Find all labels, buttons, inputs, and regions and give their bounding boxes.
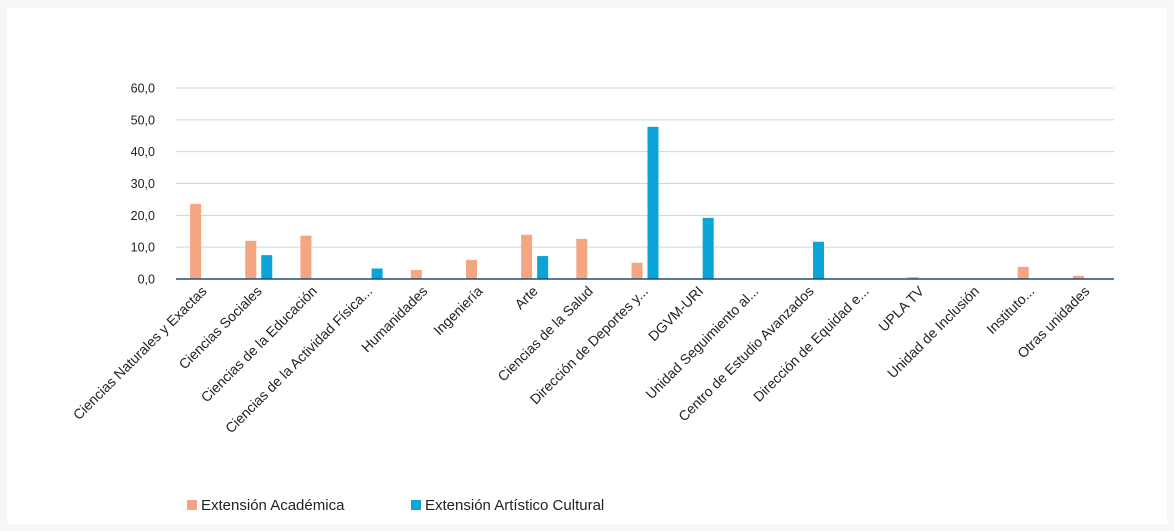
x-tick-label: Unidad de Inclusión bbox=[884, 283, 982, 381]
bar-extension-academica bbox=[1072, 275, 1084, 279]
legend-swatch bbox=[187, 500, 197, 510]
bar-extension-academica bbox=[190, 203, 202, 279]
x-tick-label: Instituto... bbox=[983, 283, 1037, 337]
bar-extension-academica bbox=[1017, 266, 1029, 279]
y-tick-label: 50,0 bbox=[131, 113, 155, 127]
y-tick-label: 20,0 bbox=[131, 209, 155, 223]
y-tick-label: 60,0 bbox=[131, 82, 155, 96]
legend-label: Extensión Artístico Cultural bbox=[425, 497, 604, 514]
bar-extension-academica bbox=[245, 240, 257, 279]
bar-extension-artistico-cultural bbox=[537, 256, 549, 279]
bar-extension-artistico-cultural bbox=[261, 255, 273, 279]
x-tick-label: Ciencias de la Salud bbox=[494, 283, 596, 385]
x-tick-label: Arte bbox=[511, 283, 541, 313]
gridlines bbox=[176, 87, 1114, 248]
bar-extension-artistico-cultural bbox=[813, 241, 825, 279]
bar-extension-academica bbox=[631, 262, 643, 279]
bar-extension-academica bbox=[300, 235, 312, 279]
x-tick-label: Dirección de Deportes y... bbox=[527, 283, 651, 407]
legend-swatch bbox=[411, 500, 421, 510]
y-axis-ticks: 0,0 10,0 20,0 30,0 40,0 50,0 60,0 bbox=[131, 82, 155, 287]
x-tick-label: Dirección de Equidad e... bbox=[750, 283, 872, 405]
y-tick-label: 0,0 bbox=[138, 273, 155, 287]
x-tick-label: Ingeniería bbox=[430, 283, 485, 338]
bar-extension-artistico-cultural bbox=[647, 126, 659, 279]
x-tick-label: Unidad Seguimiento al... bbox=[642, 283, 761, 402]
bar-extension-artistico-cultural bbox=[371, 268, 383, 279]
bar-extension-academica bbox=[907, 277, 919, 279]
y-tick-label: 40,0 bbox=[131, 145, 155, 159]
y-tick-label: 30,0 bbox=[131, 177, 155, 191]
y-tick-label: 10,0 bbox=[131, 241, 155, 255]
bar-extension-artistico-cultural bbox=[702, 217, 714, 279]
bar-extension-academica bbox=[521, 234, 533, 279]
bar-extension-academica bbox=[410, 270, 422, 279]
legend: Extensión Académica Extensión Artístico C… bbox=[187, 497, 604, 514]
legend-label: Extensión Académica bbox=[201, 497, 345, 514]
x-tick-label: UPLA TV bbox=[875, 282, 927, 334]
bar-extension-academica bbox=[465, 259, 477, 279]
bars bbox=[190, 126, 1084, 279]
bar-extension-academica bbox=[576, 238, 588, 279]
